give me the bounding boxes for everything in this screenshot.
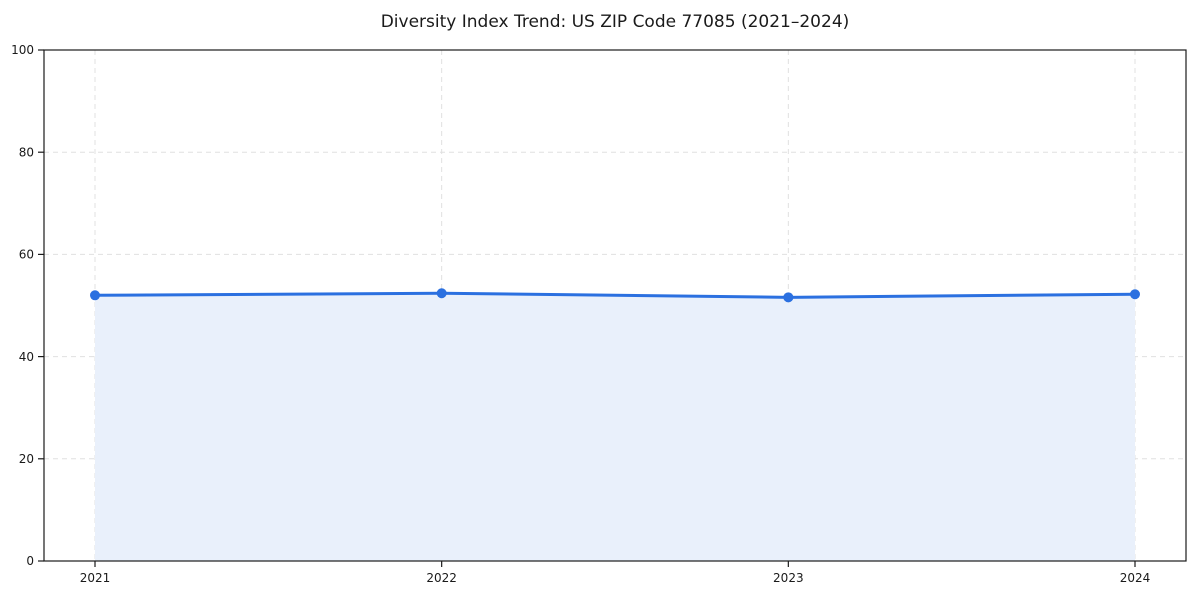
plot-frame xyxy=(43,49,1187,562)
data-point-2024 xyxy=(1130,289,1140,300)
series-line xyxy=(93,291,1137,299)
chart-title: Diversity Index Trend: US ZIP Code 77085… xyxy=(380,12,850,32)
x-tick-label-2023: 2023 xyxy=(773,571,804,585)
y-tick-label-60: 60 xyxy=(19,248,34,262)
y-tick-label-100: 100 xyxy=(11,43,34,57)
series-area-fill xyxy=(95,293,1135,561)
y-tick-label-40: 40 xyxy=(19,350,34,364)
data-point-2023 xyxy=(783,292,794,303)
x-tick-label-2022: 2022 xyxy=(426,571,457,585)
x-tick-label-2021: 2021 xyxy=(80,571,111,585)
x-tick-label-2024: 2024 xyxy=(1120,571,1151,585)
y-tick-label-20: 20 xyxy=(19,452,34,466)
data-point-2022 xyxy=(436,288,447,299)
y-tick-label-0: 0 xyxy=(26,554,34,568)
data-point-2021 xyxy=(90,290,100,301)
y-tick-label-80: 80 xyxy=(19,145,34,159)
